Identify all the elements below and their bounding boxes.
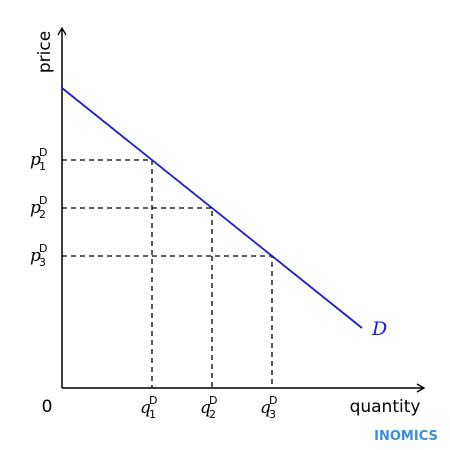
label-sub: 3 bbox=[39, 256, 46, 269]
label-sub: 2 bbox=[209, 408, 216, 421]
quantity-label: qD2 bbox=[200, 394, 217, 421]
label-sup: D bbox=[209, 394, 217, 407]
price-label: pD1 bbox=[30, 146, 47, 173]
quantity-label: qD1 bbox=[140, 394, 157, 421]
label-base: q bbox=[200, 398, 211, 418]
origin-label: 0 bbox=[42, 397, 53, 417]
guides bbox=[62, 159, 273, 388]
guide-1 bbox=[62, 159, 153, 388]
label-sup: D bbox=[39, 146, 47, 159]
label-base: q bbox=[140, 398, 151, 418]
demand-curve bbox=[61, 87, 363, 329]
label-sup: D bbox=[269, 394, 277, 407]
label-sub: 3 bbox=[269, 408, 276, 421]
curve-label: D bbox=[371, 318, 387, 340]
label-sup: D bbox=[39, 194, 47, 207]
label-sup: D bbox=[39, 242, 47, 255]
label-base: q bbox=[260, 398, 271, 418]
guide-3 bbox=[62, 255, 273, 388]
label-base: p bbox=[30, 150, 41, 170]
quantity-labels: qD1 qD2 qD3 bbox=[140, 394, 277, 421]
y-axis-label: price bbox=[35, 31, 55, 73]
quantity-label: qD3 bbox=[260, 394, 277, 421]
label-sub: 1 bbox=[149, 408, 156, 421]
price-label: pD2 bbox=[30, 194, 47, 221]
price-label: pD3 bbox=[30, 242, 47, 269]
label-base: p bbox=[30, 246, 41, 266]
label-sup: D bbox=[149, 394, 157, 407]
watermark: INOMICS bbox=[374, 429, 438, 444]
guide-2 bbox=[62, 207, 213, 388]
label-sub: 2 bbox=[39, 208, 46, 221]
label-sub: 1 bbox=[39, 160, 46, 173]
label-base: p bbox=[30, 198, 41, 218]
x-axis-label: quantity bbox=[350, 397, 421, 417]
